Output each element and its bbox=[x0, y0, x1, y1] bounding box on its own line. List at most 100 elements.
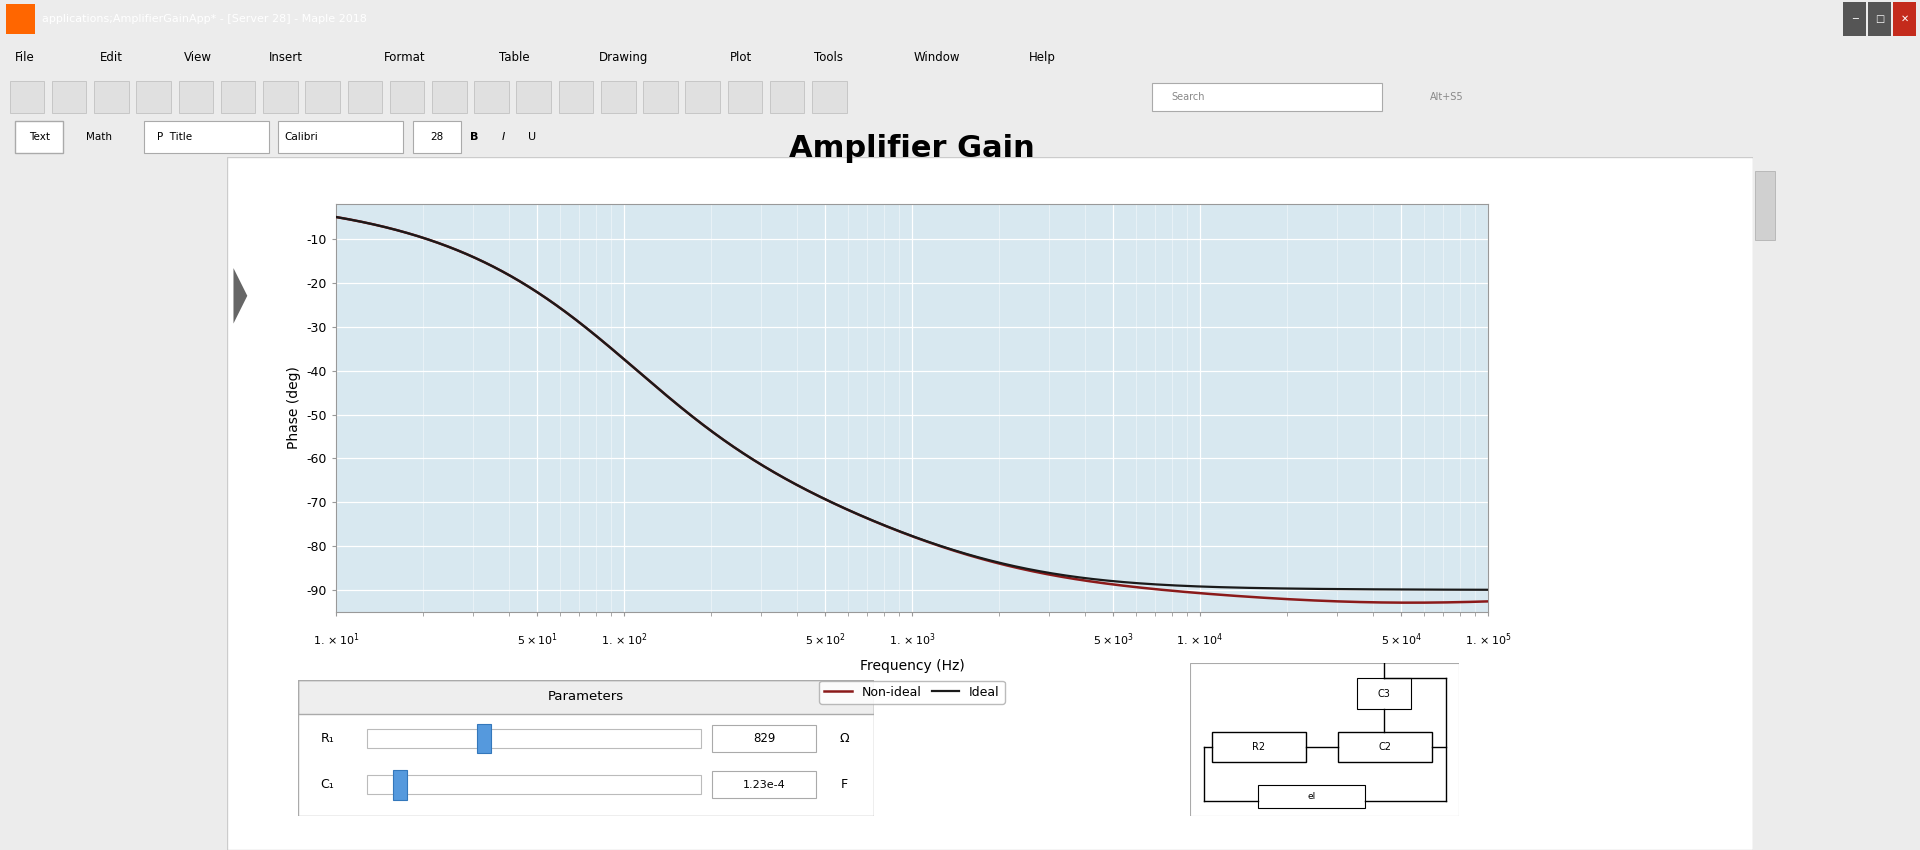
Text: Edit: Edit bbox=[100, 51, 123, 64]
Text: Search: Search bbox=[1171, 92, 1204, 102]
Text: ✕: ✕ bbox=[1901, 14, 1908, 24]
Text: 1.23e-4: 1.23e-4 bbox=[743, 779, 785, 790]
Text: $1.\times 10^{3}$: $1.\times 10^{3}$ bbox=[889, 632, 935, 648]
Bar bbox=[712, 725, 816, 752]
Bar bbox=[712, 771, 816, 798]
Text: Ω: Ω bbox=[839, 732, 851, 745]
Text: Parameters: Parameters bbox=[547, 690, 624, 704]
Text: P  Title: P Title bbox=[157, 133, 192, 142]
Bar bbox=[1843, 2, 1866, 37]
Non-ideal bbox=[1331, 597, 1354, 607]
Bar bbox=[601, 81, 636, 113]
Text: U: U bbox=[528, 133, 536, 142]
Ideal bbox=[1331, 584, 1354, 594]
Bar bbox=[278, 122, 403, 153]
Text: View: View bbox=[184, 51, 213, 64]
Bar bbox=[263, 81, 298, 113]
Text: Frequency (Hz): Frequency (Hz) bbox=[860, 659, 964, 672]
Bar bbox=[476, 723, 492, 753]
Bar bbox=[367, 729, 701, 748]
Text: Table: Table bbox=[499, 51, 530, 64]
Text: Amplifier Gain: Amplifier Gain bbox=[789, 134, 1035, 163]
Text: Calibri: Calibri bbox=[284, 133, 319, 142]
Text: Window: Window bbox=[914, 51, 960, 64]
Non-ideal bbox=[524, 286, 547, 297]
Non-ideal bbox=[455, 249, 478, 259]
Text: $5\times 10^{4}$: $5\times 10^{4}$ bbox=[1380, 632, 1423, 648]
Line: Non-ideal: Non-ideal bbox=[336, 217, 1488, 603]
Text: Insert: Insert bbox=[269, 51, 303, 64]
Text: Text: Text bbox=[29, 133, 50, 142]
Bar bbox=[1152, 82, 1382, 111]
Text: I: I bbox=[501, 133, 505, 142]
Text: 28: 28 bbox=[430, 133, 444, 142]
Bar bbox=[1212, 732, 1306, 762]
Ideal bbox=[1453, 585, 1476, 595]
Line: Ideal: Ideal bbox=[336, 217, 1488, 590]
Y-axis label: Phase (deg): Phase (deg) bbox=[286, 366, 301, 450]
Text: R₁: R₁ bbox=[321, 732, 334, 745]
Bar bbox=[474, 81, 509, 113]
Legend: Non-ideal, Ideal: Non-ideal, Ideal bbox=[820, 681, 1004, 704]
Bar bbox=[221, 81, 255, 113]
Bar bbox=[1258, 785, 1365, 808]
Bar bbox=[394, 770, 407, 800]
Non-ideal bbox=[1400, 598, 1423, 608]
Bar bbox=[298, 680, 874, 714]
Bar bbox=[559, 81, 593, 113]
Bar bbox=[15, 122, 63, 153]
Text: Tools: Tools bbox=[814, 51, 843, 64]
Bar bbox=[1868, 2, 1891, 37]
Bar bbox=[348, 81, 382, 113]
Ideal bbox=[1476, 585, 1500, 595]
Bar bbox=[94, 81, 129, 113]
Ideal bbox=[324, 212, 348, 222]
Text: Math: Math bbox=[86, 133, 113, 142]
Text: □: □ bbox=[1876, 14, 1884, 24]
Bar bbox=[770, 81, 804, 113]
Bar bbox=[432, 81, 467, 113]
Text: C₁: C₁ bbox=[321, 779, 334, 791]
Text: C3: C3 bbox=[1377, 688, 1390, 699]
Text: Help: Help bbox=[1029, 51, 1056, 64]
Ideal bbox=[524, 286, 547, 297]
Text: Drawing: Drawing bbox=[599, 51, 649, 64]
Text: $1.\times 10^{2}$: $1.\times 10^{2}$ bbox=[601, 632, 647, 648]
Bar bbox=[1893, 2, 1916, 37]
Polygon shape bbox=[234, 268, 248, 324]
Bar bbox=[516, 81, 551, 113]
Bar bbox=[643, 81, 678, 113]
Bar bbox=[413, 122, 461, 153]
Text: File: File bbox=[15, 51, 35, 64]
Bar bbox=[685, 81, 720, 113]
Bar bbox=[728, 81, 762, 113]
Bar bbox=[6, 4, 35, 34]
Text: R2: R2 bbox=[1252, 742, 1265, 752]
Bar bbox=[179, 81, 213, 113]
Non-ideal bbox=[324, 212, 348, 222]
Bar bbox=[367, 775, 701, 794]
Text: $1.\times 10^{4}$: $1.\times 10^{4}$ bbox=[1177, 632, 1223, 648]
Bar bbox=[305, 81, 340, 113]
Text: C2: C2 bbox=[1379, 742, 1392, 752]
Text: Plot: Plot bbox=[730, 51, 753, 64]
Bar bbox=[1357, 678, 1411, 709]
Bar bbox=[52, 81, 86, 113]
Bar bbox=[1338, 732, 1432, 762]
Text: $1.\times 10^{1}$: $1.\times 10^{1}$ bbox=[313, 632, 359, 648]
Text: $5\times 10^{2}$: $5\times 10^{2}$ bbox=[804, 632, 847, 648]
Text: $1.\times 10^{5}$: $1.\times 10^{5}$ bbox=[1465, 632, 1511, 648]
Bar bbox=[136, 81, 171, 113]
Ideal bbox=[455, 249, 478, 259]
Bar bbox=[1755, 171, 1776, 241]
Non-ideal bbox=[816, 496, 839, 506]
Text: ─: ─ bbox=[1851, 14, 1859, 24]
Text: el: el bbox=[1308, 792, 1315, 802]
Bar bbox=[10, 81, 44, 113]
Text: $5\times 10^{1}$: $5\times 10^{1}$ bbox=[516, 632, 559, 648]
Non-ideal bbox=[1453, 597, 1476, 607]
Text: Format: Format bbox=[384, 51, 426, 64]
Text: Alt+S5: Alt+S5 bbox=[1430, 92, 1465, 102]
Text: 829: 829 bbox=[753, 732, 776, 745]
Text: B: B bbox=[470, 133, 478, 142]
